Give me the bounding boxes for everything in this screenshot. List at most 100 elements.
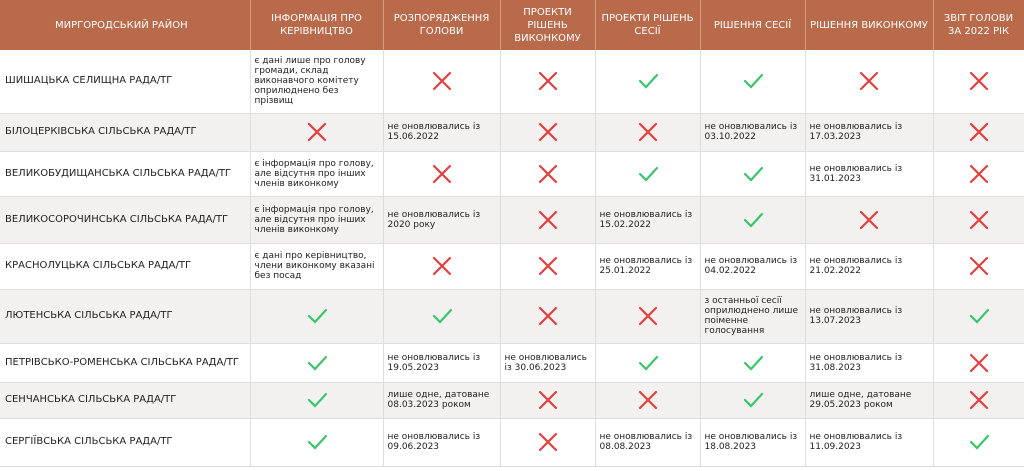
cross-icon <box>969 390 988 410</box>
status-cell <box>500 382 596 419</box>
column-header: РІШЕННЯ ВИКОНКОМУ <box>805 0 934 50</box>
note-cell: не оновлювались із 31.08.2023 <box>805 343 934 383</box>
note-cell: не оновлювались із 03.10.2022 <box>700 113 806 152</box>
check-icon <box>307 434 327 450</box>
status-cell <box>500 151 596 197</box>
note-cell: не оновлювались із 11.09.2023 <box>805 418 934 467</box>
table-row: КРАСНОЛУЦЬКА СІЛЬСЬКА РАДА/ТГ є дані про … <box>0 243 1024 290</box>
table-row: СЕНЧАНСЬКА СІЛЬСЬКА РАДА/ТГ лише одне, да… <box>0 382 1024 419</box>
table-body: ШИШАЦЬКА СЕЛИЩНА РАДА/ТГ є дані лише про … <box>0 50 1024 467</box>
cross-icon <box>432 164 451 183</box>
column-header: РІШЕННЯ СЕСІЇ <box>700 0 806 50</box>
cross-icon <box>538 164 557 183</box>
status-cell <box>595 113 701 152</box>
cross-icon <box>638 390 657 410</box>
note-cell: не оновлювались із 04.02.2022 <box>700 243 806 290</box>
note-cell: не оновлювались із 15.06.2022 <box>383 113 501 152</box>
note-cell: не оновлювались із 25.01.2022 <box>595 243 701 290</box>
status-cell <box>383 151 501 197</box>
cross-icon <box>538 432 557 452</box>
check-icon <box>638 355 658 371</box>
column-header: ІНФОРМАЦІЯ ПРО КЕРІВНИЦТВО <box>250 0 384 50</box>
status-cell <box>595 50 701 114</box>
status-cell <box>933 50 1024 114</box>
column-header: МИРГОРОДСЬКИЙ РАЙОН <box>0 0 251 50</box>
cross-icon <box>538 390 557 410</box>
status-cell <box>383 289 501 344</box>
cross-icon <box>432 256 451 276</box>
status-cell <box>700 50 806 114</box>
cross-icon <box>538 256 557 276</box>
cross-icon <box>538 210 557 229</box>
row-name: КРАСНОЛУЦЬКА СІЛЬСЬКА РАДА/ТГ <box>0 243 251 290</box>
note-cell: не оновлювались із 2020 року <box>383 196 501 244</box>
status-cell <box>805 196 934 244</box>
table-row: СЕРГІЇВСЬКА СІЛЬСЬКА РАДА/ТГ не оновлювал… <box>0 418 1024 467</box>
status-cell <box>250 113 384 152</box>
row-name: ВЕЛИКОБУДИЩАНСЬКА СІЛЬСЬКА РАДА/ТГ <box>0 151 251 197</box>
table-row: ПЕТРІВСЬКО-РОМЕНСЬКА СІЛЬСЬКА РАДА/ТГ не … <box>0 343 1024 383</box>
check-icon <box>307 392 327 408</box>
check-icon <box>969 308 989 324</box>
check-icon <box>432 308 452 324</box>
status-cell <box>500 196 596 244</box>
note-cell: є дані лише про голову громади, склад ви… <box>250 50 384 114</box>
column-header: ПРОЕКТИ РІШЕНЬ СЕСІЇ <box>595 0 701 50</box>
status-cell <box>700 343 806 383</box>
status-cell <box>700 196 806 244</box>
status-cell <box>933 196 1024 244</box>
status-cell <box>250 289 384 344</box>
table-row: ВЕЛИКОСОРОЧИНСЬКА СІЛЬСЬКА РАДА/ТГ є інфо… <box>0 196 1024 244</box>
note-cell: лише одне, датоване 08.03.2023 роком <box>383 382 501 419</box>
check-icon <box>743 212 763 228</box>
status-cell <box>933 343 1024 383</box>
cross-icon <box>969 122 988 142</box>
table-row: ВЕЛИКОБУДИЩАНСЬКА СІЛЬСЬКА РАДА/ТГ є інфо… <box>0 151 1024 197</box>
check-icon <box>743 74 763 89</box>
status-cell <box>700 151 806 197</box>
status-cell <box>933 382 1024 419</box>
status-cell <box>933 418 1024 467</box>
row-name: ВЕЛИКОСОРОЧИНСЬКА СІЛЬСЬКА РАДА/ТГ <box>0 196 251 244</box>
status-cell <box>383 50 501 114</box>
row-name: БІЛОЦЕРКІВСЬКА СІЛЬСЬКА РАДА/ТГ <box>0 113 251 152</box>
row-name: СЕРГІЇВСЬКА СІЛЬСЬКА РАДА/ТГ <box>0 418 251 467</box>
row-name: ЛЮТЕНСЬКА СІЛЬСЬКА РАДА/ТГ <box>0 289 251 344</box>
row-name: ШИШАЦЬКА СЕЛИЩНА РАДА/ТГ <box>0 50 251 114</box>
status-cell <box>595 151 701 197</box>
status-cell <box>500 289 596 344</box>
note-cell: з останньої сесії оприлюднено лише поіме… <box>700 289 806 344</box>
status-cell <box>500 50 596 114</box>
note-cell: лише одне, датоване 29.05.2023 роком <box>805 382 934 419</box>
check-icon <box>307 308 327 324</box>
check-icon <box>743 392 763 408</box>
note-cell: не оновлювались із 17.03.2023 <box>805 113 934 152</box>
column-header: ЗВІТ ГОЛОВИ ЗА 2022 РІК <box>933 0 1024 50</box>
status-cell <box>500 243 596 290</box>
note-cell: є інформація про голову, але відсутня пр… <box>250 196 384 244</box>
check-icon <box>969 434 989 450</box>
cross-icon <box>538 72 557 91</box>
check-icon <box>638 74 658 89</box>
cross-icon <box>638 306 657 326</box>
note-cell: не оновлювались із 13.07.2023 <box>805 289 934 344</box>
cross-icon <box>969 353 988 372</box>
note-cell: не оновлювались із 18.08.2023 <box>700 418 806 467</box>
note-cell: не оновлювались із 30.06.2023 <box>500 343 596 383</box>
cross-icon <box>969 210 988 229</box>
note-cell: не оновлювались із 19.05.2023 <box>383 343 501 383</box>
cross-icon <box>969 164 988 183</box>
cross-icon <box>307 122 326 142</box>
status-cell <box>933 243 1024 290</box>
note-cell: є дані про керівництво, члени виконкому … <box>250 243 384 290</box>
note-cell: не оновлювались із 21.02.2022 <box>805 243 934 290</box>
note-cell: не оновлювались із 08.08.2023 <box>595 418 701 467</box>
column-header: ПРОЕКТИ РІШЕНЬ ВИКОНКОМУ <box>500 0 596 50</box>
cross-icon <box>432 72 451 91</box>
status-cell <box>595 382 701 419</box>
status-cell <box>250 418 384 467</box>
status-cell <box>805 50 934 114</box>
note-cell: не оновлювались із 31.01.2023 <box>805 151 934 197</box>
